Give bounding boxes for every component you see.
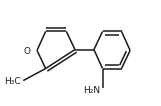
- Text: H₂N: H₂N: [83, 86, 100, 95]
- Text: O: O: [24, 47, 30, 56]
- Text: H₃C: H₃C: [4, 77, 20, 86]
